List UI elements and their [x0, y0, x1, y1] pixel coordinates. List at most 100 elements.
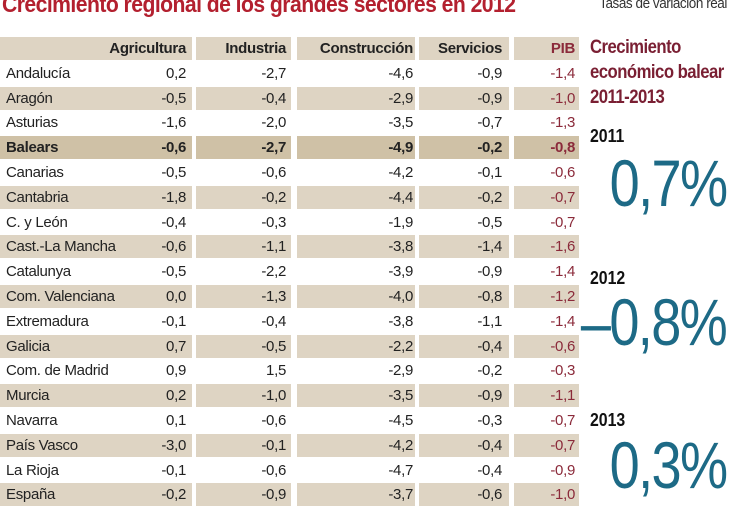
- region-name: España: [6, 486, 56, 504]
- agricultura-cell: Asturias -1,6: [0, 111, 192, 134]
- industria-value: -1,0: [196, 384, 291, 408]
- construccion-value: -3,8: [388, 312, 413, 330]
- table-row: Com. Valenciana 0,0 -1,3 -4,0 -0,8 -1,2: [0, 284, 580, 310]
- pib-value: -0,8: [514, 136, 579, 160]
- region-name: Galicia: [6, 337, 50, 355]
- agricultura-cell: España -0,2: [0, 483, 192, 507]
- industria-value: -0,6: [261, 411, 286, 429]
- pib-value: -1,4: [550, 64, 575, 82]
- table-row: País Vasco -3,0 -0,1 -4,2 -0,4 -0,7: [0, 433, 580, 459]
- pib-value: -0,6: [550, 163, 575, 181]
- region-name: Asturias: [6, 114, 58, 132]
- agricultura-cell: Aragón -0,5: [0, 86, 192, 110]
- servicios-value: -0,9: [419, 384, 509, 408]
- agricultura-value: 0,1: [166, 411, 186, 429]
- servicios-value: -0,9: [477, 263, 502, 281]
- agricultura-cell: Com. Valenciana 0,0: [0, 284, 192, 308]
- pib-value: -1,6: [514, 235, 579, 259]
- agricultura-value: 0,9: [166, 362, 186, 380]
- construccion-value: -3,5: [388, 114, 413, 132]
- agricultura-cell: C. y León -0,4: [0, 211, 192, 234]
- region-name: Cantabria: [6, 188, 69, 206]
- region-name: Extremadura: [6, 312, 89, 330]
- agricultura-cell: Navarra 0,1: [0, 409, 192, 432]
- sector-growth-table: Agricultura Industria Construcción Servi…: [0, 37, 580, 508]
- region-name: Balears: [6, 139, 59, 157]
- pib-value: -0,6: [514, 334, 579, 358]
- pib-value: -0,7: [514, 185, 579, 209]
- pib-value: -1,0: [514, 483, 579, 507]
- agricultura-cell: Com. de Madrid 0,9: [0, 359, 192, 382]
- agricultura-cell: Murcia 0,2: [0, 384, 192, 408]
- table-row: Catalunya -0,5 -2,2 -3,9 -0,9 -1,4: [0, 260, 580, 285]
- servicios-value: -1,1: [477, 312, 502, 330]
- agricultura-cell: Andalucía 0,2: [0, 62, 192, 85]
- pib-value: -1,1: [514, 384, 579, 408]
- agricultura-value: -3,0: [161, 436, 186, 454]
- header-servicios: Servicios: [419, 37, 509, 60]
- panel-title-line: económico balear: [590, 62, 724, 83]
- agricultura-cell: Cast.-La Mancha -0,6: [0, 235, 192, 259]
- construccion-value: -2,9: [297, 86, 415, 110]
- construccion-value: -4,0: [297, 284, 415, 308]
- agricultura-value: -0,6: [161, 139, 186, 157]
- region-name: C. y León: [6, 213, 68, 231]
- agricultura-value: -0,5: [161, 263, 186, 281]
- industria-value: 1,5: [266, 362, 286, 380]
- construccion-value: -3,5: [297, 384, 415, 408]
- panel-title-line: Crecimiento: [590, 37, 681, 58]
- agricultura-value: -0,1: [161, 461, 186, 479]
- construccion-value: -1,9: [388, 213, 413, 231]
- region-name: Com. Valenciana: [6, 287, 115, 305]
- pib-value: -1,4: [550, 263, 575, 281]
- table-row: Murcia 0,2 -1,0 -3,5 -0,9 -1,1: [0, 384, 580, 409]
- servicios-value: -1,4: [419, 235, 509, 259]
- table-row: Canarias -0,5 -0,6 -4,2 -0,1 -0,6: [0, 161, 580, 186]
- region-name: Com. de Madrid: [6, 362, 109, 380]
- construccion-value: -2,2: [297, 334, 415, 358]
- table-row: Extremadura -0,1 -0,4 -3,8 -1,1 -1,4: [0, 310, 580, 335]
- servicios-value: -0,2: [477, 362, 502, 380]
- agricultura-value: 0,2: [166, 387, 186, 405]
- agricultura-cell: Balears -0,6: [0, 136, 192, 160]
- pib-value: -1,3: [550, 114, 575, 132]
- region-name: País Vasco: [6, 436, 78, 454]
- servicios-value: -0,9: [477, 64, 502, 82]
- table-row: Aragón -0,5 -0,4 -2,9 -0,9 -1,0: [0, 86, 580, 112]
- construccion-value: -4,2: [297, 433, 415, 457]
- region-name: Canarias: [6, 163, 64, 181]
- pib-value: -0,3: [550, 362, 575, 380]
- industria-value: -0,6: [261, 163, 286, 181]
- construccion-value: -3,9: [388, 263, 413, 281]
- pib-value: -0,7: [514, 433, 579, 457]
- construccion-value: -3,7: [297, 483, 415, 507]
- agricultura-value: 0,7: [166, 337, 186, 355]
- industria-value: -0,3: [261, 213, 286, 231]
- region-name: Murcia: [6, 387, 50, 405]
- year-label: 2012: [590, 268, 626, 288]
- year-label: 2011: [590, 126, 625, 146]
- servicios-value: -0,8: [419, 284, 509, 308]
- pib-value: -1,4: [550, 312, 575, 330]
- industria-value: -2,7: [196, 136, 291, 160]
- construccion-value: -4,5: [388, 411, 413, 429]
- industria-value: -2,0: [261, 114, 286, 132]
- region-name: Aragón: [6, 89, 53, 107]
- pib-value: -0,7: [550, 213, 575, 231]
- servicios-value: -0,2: [419, 185, 509, 209]
- table-row: Galicia 0,7 -0,5 -2,2 -0,4 -0,6: [0, 334, 580, 360]
- agricultura-value: -0,2: [161, 486, 186, 504]
- panel-title-line: 2011-2013: [590, 87, 665, 108]
- table-row: La Rioja -0,1 -0,6 -4,7 -0,4 -0,9: [0, 459, 580, 484]
- agricultura-value: -1,6: [161, 114, 186, 132]
- industria-value: -2,2: [261, 263, 286, 281]
- table-row: Andalucía 0,2 -2,7 -4,6 -0,9 -1,4: [0, 62, 580, 87]
- agricultura-value: -1,8: [161, 188, 186, 206]
- industria-value: -0,4: [196, 86, 291, 110]
- agricultura-cell: Galicia 0,7: [0, 334, 192, 358]
- agricultura-value: -0,1: [161, 312, 186, 330]
- servicios-value: -0,1: [477, 163, 502, 181]
- table-row: Navarra 0,1 -0,6 -4,5 -0,3 -0,7: [0, 409, 580, 434]
- agricultura-cell: País Vasco -3,0: [0, 433, 192, 457]
- industria-value: -0,9: [196, 483, 291, 507]
